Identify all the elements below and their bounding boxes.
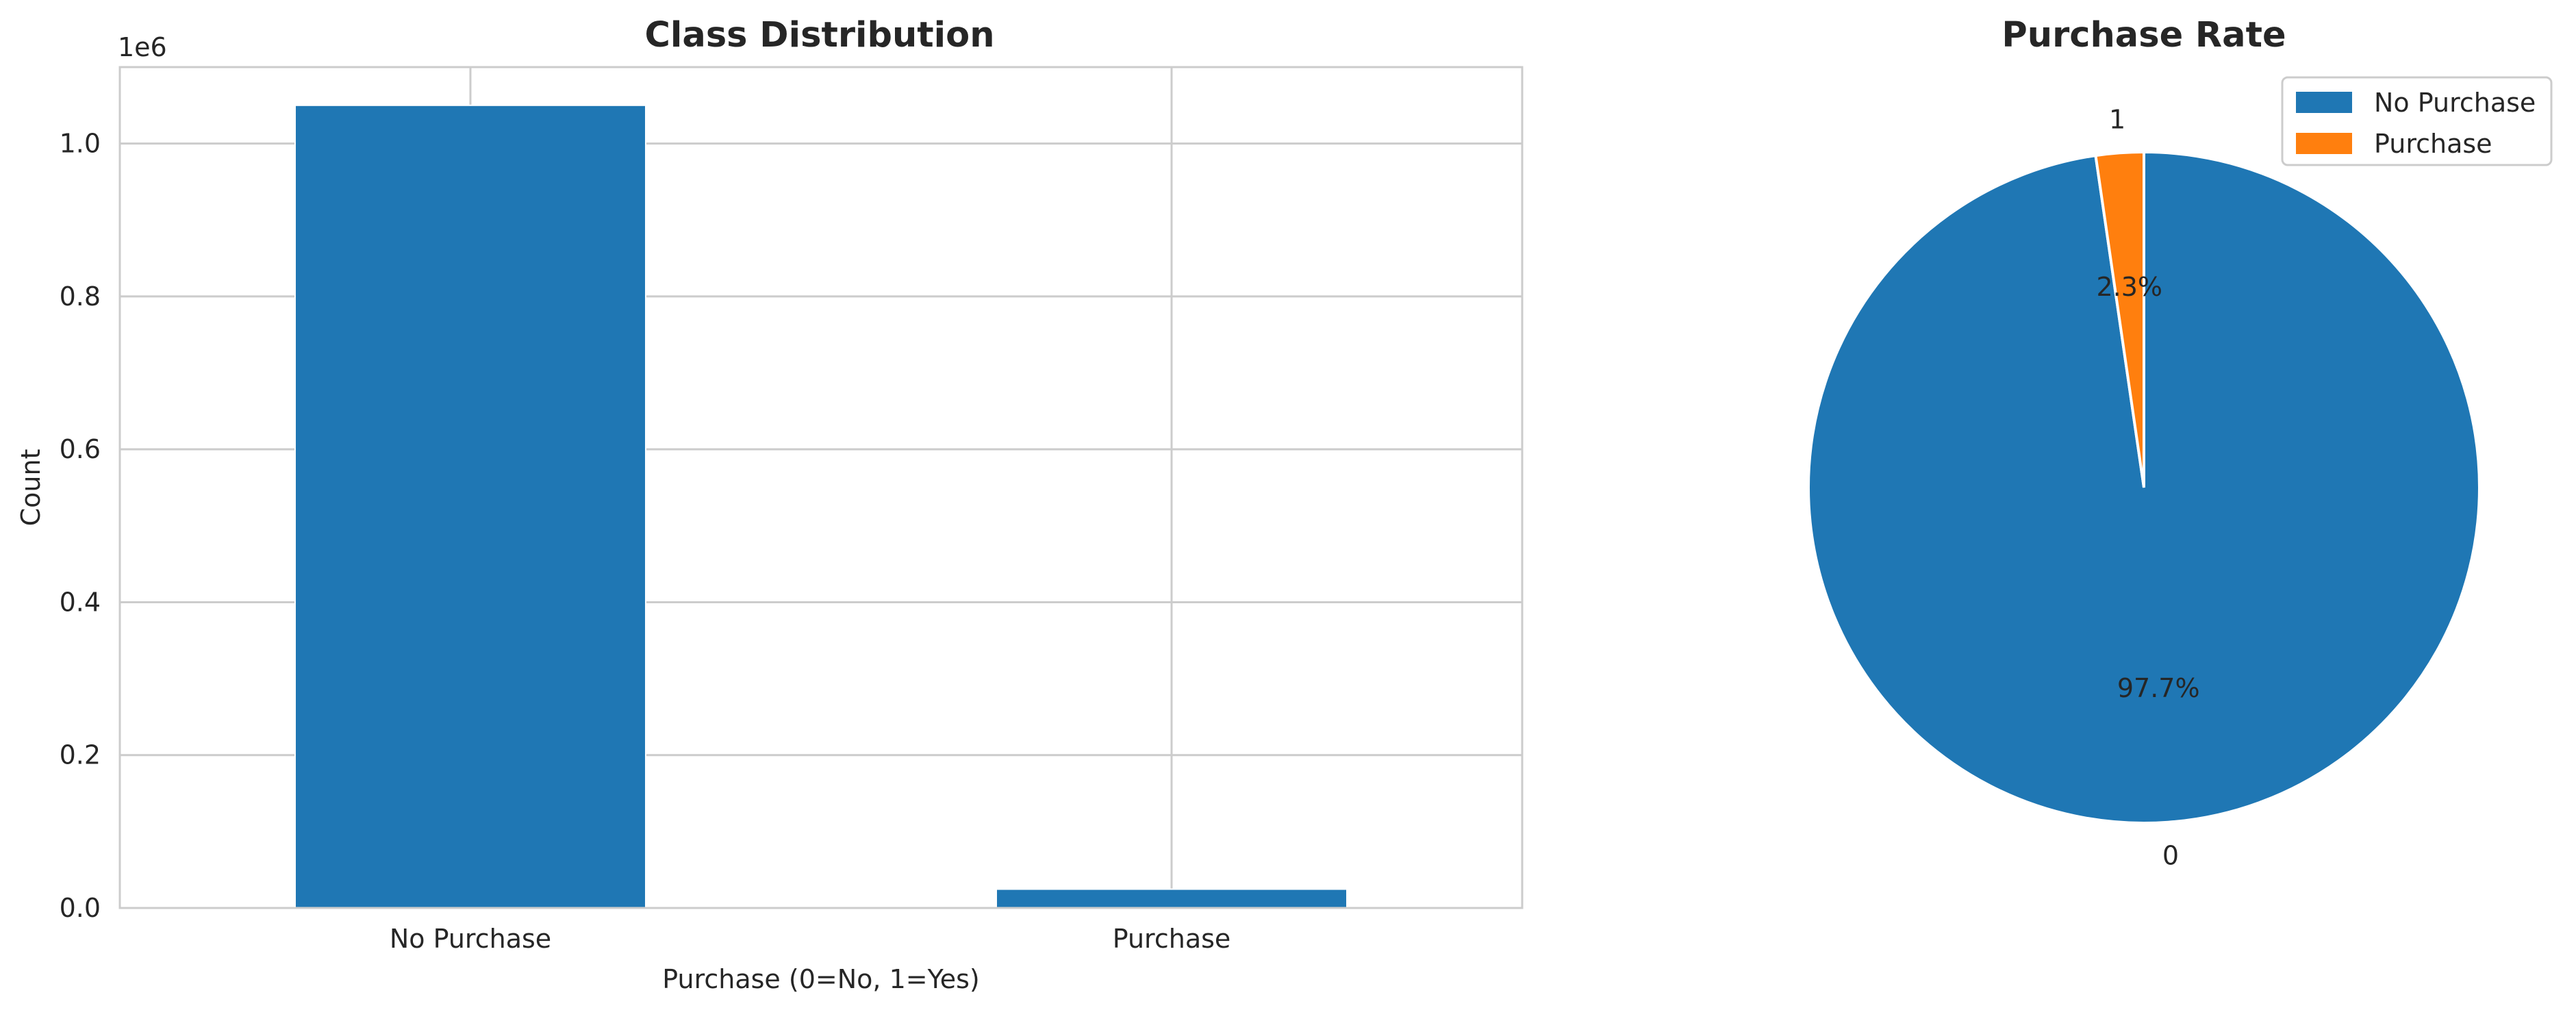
- pie-slices: [1807, 150, 2481, 824]
- bar-series: [294, 104, 1348, 909]
- x-axis-label: Purchase (0=No, 1=Yes): [662, 964, 980, 994]
- y-tick-label: 0.8: [60, 281, 101, 312]
- legend-swatch: [2296, 92, 2352, 113]
- pie-labels: 0 97.7% 1 2.3%: [2097, 104, 2200, 870]
- pie-slice-label: 0: [2162, 841, 2179, 871]
- legend-label: No Purchase: [2374, 88, 2536, 118]
- y-axis-label: Count: [16, 449, 46, 527]
- bar-chart-title: Class Distribution: [645, 15, 995, 55]
- x-tick-label: No Purchase: [390, 924, 551, 954]
- x-tick-label: Purchase: [1113, 924, 1231, 954]
- pie-chart: Purchase Rate 0 97.7% 1 2.3% No Purchase Pur…: [1807, 15, 2553, 871]
- pie-slice-purchase: [2094, 150, 2145, 488]
- pie-pct-label: 2.3%: [2097, 272, 2163, 302]
- pie-pct-label: 97.7%: [2117, 673, 2200, 703]
- bar-plot-frame: [118, 66, 1524, 909]
- y-tick-label: 0.2: [60, 740, 101, 770]
- y-tick-labels: 0.0 0.2 0.4 0.6 0.8 1.0: [60, 129, 101, 923]
- pie-legend: No Purchase Purchase: [2281, 76, 2553, 166]
- bar-purchase: [996, 888, 1348, 909]
- legend-swatch: [2296, 133, 2352, 154]
- x-tick-labels: No Purchase Purchase: [390, 924, 1230, 954]
- pie-slice-label: 1: [2109, 104, 2125, 134]
- y-tick-label: 0.6: [60, 434, 101, 464]
- y-tick-label: 0.4: [60, 587, 101, 617]
- y-offset-text: 1e6: [118, 32, 167, 62]
- bar-chart: Class Distribution 1e6 0.0 0.2 0.4 0.6 0.8 1.…: [16, 15, 1524, 994]
- y-tick-label: 0.0: [60, 893, 101, 923]
- legend-label: Purchase: [2374, 129, 2492, 159]
- y-tick-label: 1.0: [60, 129, 101, 159]
- pie-chart-title: Purchase Rate: [2002, 15, 2286, 55]
- bar-no-purchase: [294, 104, 646, 909]
